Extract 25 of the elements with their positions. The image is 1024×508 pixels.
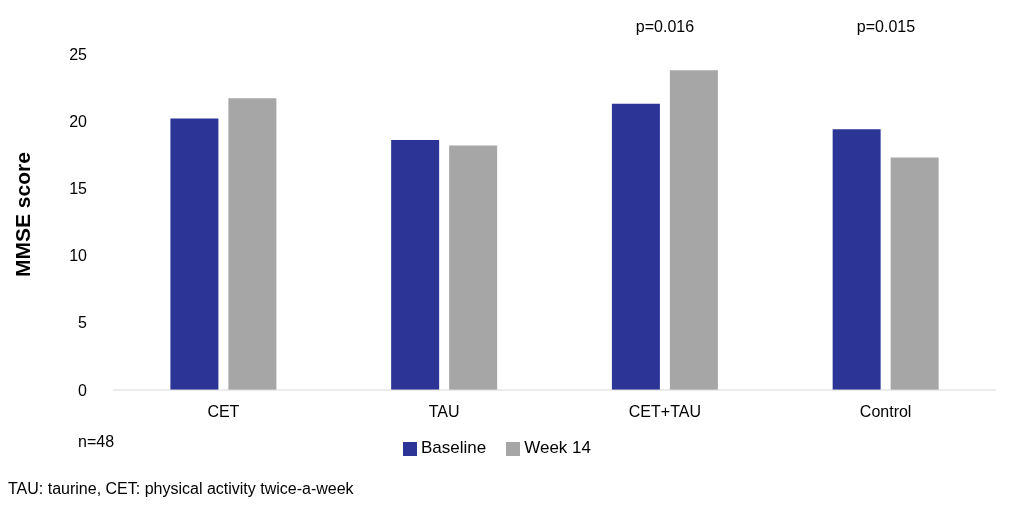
legend-label: Week 14 [524, 438, 591, 457]
text: n=48 [78, 433, 115, 451]
bar [391, 140, 440, 390]
x-tick-label: CET [207, 403, 240, 421]
text: p=0.015 [856, 18, 916, 36]
bar [832, 129, 881, 390]
y-tick-label: 0 [78, 381, 88, 399]
y-tick-label: 25 [69, 45, 88, 63]
bar [890, 157, 939, 390]
y-tick-label: 15 [69, 180, 88, 198]
y-tick-label: 20 [69, 112, 88, 130]
bar [228, 98, 277, 390]
text: TAU: taurine, CET: physical activity twice-a-week [8, 480, 354, 498]
bar [669, 70, 718, 390]
bar [449, 145, 498, 390]
y-axis-title: MMSE score [11, 152, 35, 277]
x-tick-label: TAU [428, 403, 460, 421]
bar [170, 118, 219, 390]
y-tick-label: 5 [78, 314, 88, 332]
text: p=0.016 [635, 18, 695, 36]
bar [611, 103, 660, 390]
x-tick-label: CET+TAU [628, 403, 701, 421]
legend-label: Baseline [421, 438, 487, 457]
y-tick-label: 10 [69, 247, 88, 265]
x-tick-label: Control [859, 403, 912, 421]
